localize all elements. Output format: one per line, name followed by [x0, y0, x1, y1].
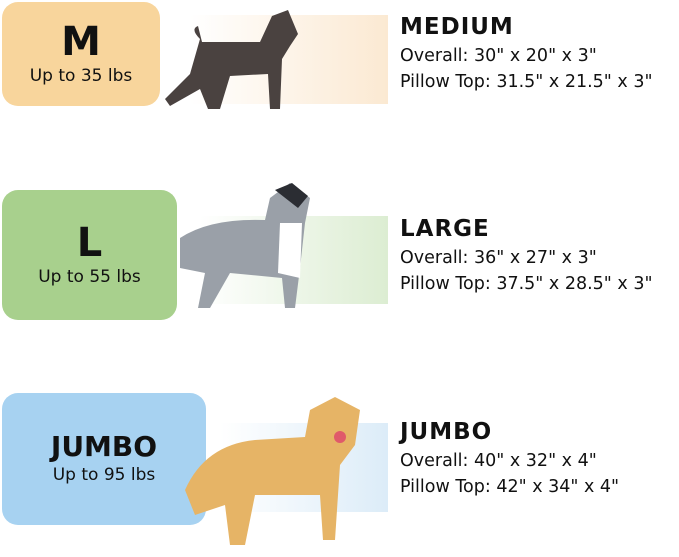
- pillow-top-dimensions: Pillow Top: 37.5" x 28.5" x 3": [400, 274, 653, 294]
- australian-shepherd-dog-icon: [180, 183, 310, 308]
- size-name: JUMBO: [400, 419, 493, 445]
- weight-limit: Up to 55 lbs: [38, 267, 141, 287]
- size-badge-large: L Up to 55 lbs: [2, 190, 177, 320]
- badge-letter: M: [61, 19, 101, 65]
- badge-letter: JUMBO: [50, 430, 158, 463]
- golden-retriever-dog-icon: [185, 397, 360, 545]
- weight-limit: Up to 95 lbs: [52, 465, 156, 485]
- overall-dimensions: Overall: 36" x 27" x 3": [400, 248, 597, 268]
- size-name: MEDIUM: [400, 14, 514, 40]
- overall-dimensions: Overall: 30" x 20" x 3": [400, 46, 597, 66]
- size-name: LARGE: [400, 216, 490, 242]
- pillow-top-dimensions: Pillow Top: 42" x 34" x 4": [400, 477, 620, 497]
- badge-letter: L: [76, 220, 103, 266]
- spec-large: LARGE Overall: 36" x 27" x 3" Pillow Top…: [400, 216, 653, 294]
- weight-limit: Up to 35 lbs: [29, 66, 133, 86]
- size-badge-jumbo: JUMBO Up to 95 lbs: [2, 393, 206, 525]
- size-badge-medium: M Up to 35 lbs: [2, 2, 160, 106]
- spec-medium: MEDIUM Overall: 30" x 20" x 3" Pillow To…: [400, 14, 653, 92]
- spec-jumbo: JUMBO Overall: 40" x 32" x 4" Pillow Top…: [400, 419, 619, 497]
- schnauzer-dog-icon: [165, 10, 298, 109]
- pillow-top-dimensions: Pillow Top: 31.5" x 21.5" x 3": [400, 72, 653, 92]
- overall-dimensions: Overall: 40" x 32" x 4": [400, 451, 597, 471]
